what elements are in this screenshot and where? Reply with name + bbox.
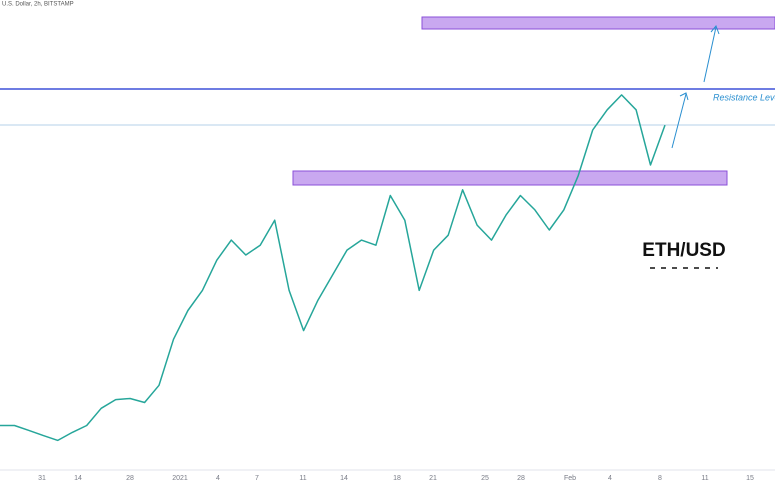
x-tick-label: 4 [608,475,612,482]
x-tick-label: 7 [255,475,259,482]
x-tick-label: 31 [38,475,46,482]
x-tick-label: 14 [74,475,82,482]
support-zone [292,170,728,186]
symbol-label: ETH/USD [642,240,725,261]
arrow-2 [703,26,717,83]
x-tick-label: 28 [517,475,525,482]
chart-title: U.S. Dollar, 2h, BITSTAMP [2,2,74,8]
x-tick-label: 21 [429,475,437,482]
resistance-label: Resistance Level [713,92,775,102]
x-tick-label: 15 [746,475,754,482]
target-zone [421,16,775,30]
x-tick-label: 28 [126,475,134,482]
x-tick-label: 18 [393,475,401,482]
x-tick-label: Feb [564,475,576,482]
price-line-series [0,94,666,442]
x-tick-label: 11 [299,475,306,482]
arrow-2-head [710,25,720,35]
x-tick-label: 2021 [172,475,188,482]
x-tick-label: 8 [658,475,662,482]
arrow-1-head [679,92,689,101]
x-tick-label: 25 [481,475,489,482]
x-tick-label: 4 [216,475,220,482]
x-tick-label: 14 [340,475,348,482]
arrow-1 [671,93,687,149]
x-tick-label: 11 [701,475,708,482]
